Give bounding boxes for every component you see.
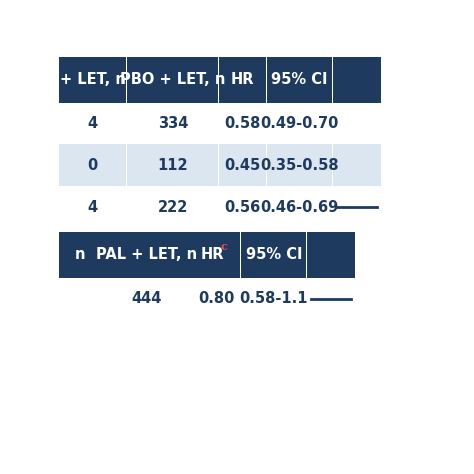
- Bar: [59, 102, 127, 145]
- Bar: [127, 145, 219, 186]
- Bar: [59, 232, 101, 278]
- Bar: [219, 57, 220, 102]
- Text: 4: 4: [88, 116, 98, 131]
- Text: 95% CI: 95% CI: [271, 72, 328, 87]
- Bar: [101, 278, 192, 319]
- Text: 112: 112: [157, 158, 188, 173]
- Bar: [59, 57, 127, 102]
- Bar: [307, 278, 355, 319]
- Bar: [127, 102, 219, 145]
- Bar: [266, 57, 268, 102]
- Bar: [333, 145, 381, 186]
- Bar: [59, 278, 101, 319]
- Text: 95% CI: 95% CI: [246, 247, 302, 263]
- Bar: [333, 186, 381, 228]
- Bar: [240, 232, 242, 278]
- Text: c: c: [221, 241, 228, 252]
- Text: n: n: [75, 247, 85, 263]
- Bar: [307, 232, 355, 278]
- Bar: [267, 57, 332, 102]
- Bar: [267, 186, 332, 228]
- Bar: [101, 232, 192, 278]
- Text: 4: 4: [88, 200, 98, 215]
- Text: 0.80: 0.80: [199, 291, 235, 306]
- Bar: [241, 232, 307, 278]
- Text: + LET, n: + LET, n: [60, 72, 126, 87]
- Bar: [193, 278, 240, 319]
- Bar: [101, 232, 102, 278]
- Bar: [127, 57, 128, 102]
- Bar: [333, 102, 381, 145]
- Text: 0: 0: [88, 158, 98, 173]
- Bar: [332, 57, 334, 102]
- Bar: [219, 145, 266, 186]
- Bar: [267, 145, 332, 186]
- Text: 0.58: 0.58: [224, 116, 261, 131]
- Bar: [59, 186, 127, 228]
- Text: 0.46-0.69: 0.46-0.69: [260, 200, 338, 215]
- Text: 0.49-0.70: 0.49-0.70: [260, 116, 339, 131]
- Text: PAL + LET, n: PAL + LET, n: [97, 247, 198, 263]
- Bar: [127, 186, 219, 228]
- Text: HR: HR: [231, 72, 255, 87]
- Bar: [267, 102, 332, 145]
- Text: 334: 334: [157, 116, 188, 131]
- Text: 222: 222: [157, 200, 188, 215]
- Text: 444: 444: [132, 291, 162, 306]
- Bar: [333, 57, 381, 102]
- Bar: [193, 232, 240, 278]
- Bar: [219, 57, 266, 102]
- Bar: [241, 278, 307, 319]
- Text: PBO + LET, n: PBO + LET, n: [120, 72, 226, 87]
- Text: 0.56: 0.56: [224, 200, 261, 215]
- Bar: [127, 57, 219, 102]
- Bar: [192, 232, 194, 278]
- Bar: [307, 232, 308, 278]
- Text: 0.58-1.1: 0.58-1.1: [239, 291, 308, 306]
- Text: 0.35-0.58: 0.35-0.58: [260, 158, 339, 173]
- Bar: [219, 102, 266, 145]
- Text: HR: HR: [201, 247, 224, 263]
- Text: 0.45: 0.45: [224, 158, 261, 173]
- Bar: [219, 186, 266, 228]
- Bar: [59, 145, 127, 186]
